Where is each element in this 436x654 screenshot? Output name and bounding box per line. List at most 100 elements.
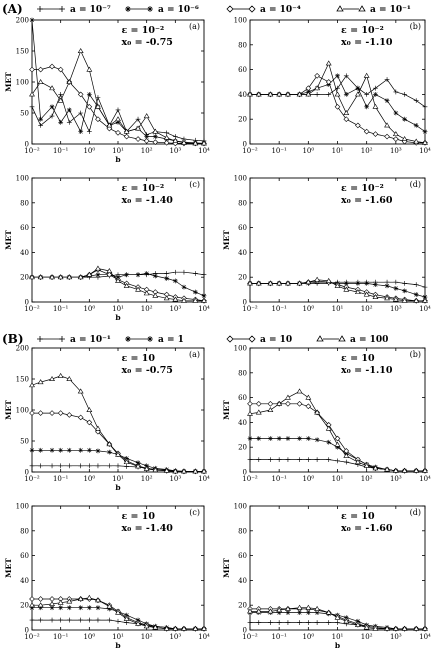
x-tick-label: 10⁻¹ (53, 633, 69, 641)
legend-b-item-4: a = 100 (350, 335, 388, 345)
x-tick-label: 10⁻¹ (53, 305, 69, 313)
x-tick-label: 10² (361, 633, 373, 641)
y-tick-label: 100 (16, 503, 29, 511)
y-tick-label: 60 (238, 394, 247, 402)
data-point-plus (297, 457, 302, 462)
y-tick-label: 40 (238, 91, 247, 99)
y-tick-label: 100 (16, 407, 29, 415)
x-tick-label: 10³ (169, 633, 181, 641)
data-point-triangle (77, 596, 84, 601)
data-point-star (305, 436, 311, 441)
x-tick-label: 10⁻¹ (53, 147, 69, 155)
y-tick-label: 60 (238, 224, 247, 232)
data-point-triangle (296, 388, 303, 394)
y-tick-label: 200 (16, 345, 29, 353)
data-point-plus (38, 463, 44, 469)
y-tick-label: 50 (20, 110, 29, 118)
data-point-diamond (384, 133, 390, 140)
data-point-plus (326, 92, 332, 97)
data-point-triangle (37, 79, 44, 84)
data-point-diamond (123, 133, 130, 140)
data-point-plus (326, 457, 332, 462)
data-point-triangle (37, 602, 44, 608)
data-point-star (335, 444, 340, 450)
x-axis-label: b (115, 483, 120, 492)
x-tick-label: 10² (141, 475, 153, 483)
x-tick-label: 10⁰ (83, 147, 95, 155)
data-point-star (66, 605, 72, 611)
y-tick-label: 0 (243, 299, 247, 307)
data-point-triangle (363, 624, 370, 630)
data-point-star (285, 436, 291, 441)
data-point-diamond (115, 130, 121, 136)
data-point-triangle (66, 598, 73, 604)
data-point-star (38, 116, 44, 122)
y-tick-label: 20 (238, 602, 247, 610)
data-point-star (276, 610, 282, 616)
series-triangle (29, 48, 207, 146)
annotation-epsilon: ε = 10 (121, 353, 155, 364)
data-point-triangle (57, 274, 64, 280)
data-point-plus (267, 457, 273, 462)
data-point-triangle (384, 122, 390, 128)
data-point-triangle (77, 274, 84, 280)
data-point-plus (247, 620, 253, 625)
data-point-star (413, 292, 419, 297)
data-point-triangle (372, 294, 379, 300)
data-point-triangle (106, 603, 113, 609)
data-point-star (373, 92, 378, 97)
y-tick-label: 0 (25, 627, 29, 635)
data-point-plus (373, 85, 378, 91)
y-axis-label: MET (4, 230, 13, 250)
data-point-star (152, 273, 158, 279)
legend-a-item-1: a = 10⁻⁷ (70, 5, 111, 15)
annotation-x0: x₀ = -1.60 (341, 195, 393, 206)
data-point-triangle (201, 140, 207, 146)
data-point-plus (95, 463, 101, 469)
legend-a-marker-plus (37, 6, 65, 12)
data-point-star (314, 437, 320, 443)
series-triangle (29, 265, 207, 303)
data-point-plus (135, 116, 141, 122)
legend-b-marker-plus (37, 336, 65, 342)
data-point-star (78, 447, 84, 453)
data-point-star (78, 605, 84, 611)
data-point-triangle (66, 376, 73, 381)
data-point-plus (29, 463, 35, 469)
data-point-triangle (57, 372, 64, 378)
data-point-plus (297, 620, 302, 625)
data-point-triangle (372, 103, 379, 109)
data-point-star (95, 448, 101, 454)
data-point-triangle (343, 110, 350, 115)
data-point-star (78, 129, 84, 134)
annotation-epsilon: ε = 10 (121, 511, 155, 522)
data-point-triangle (267, 608, 274, 614)
data-point-star (297, 436, 302, 441)
data-point-triangle (363, 462, 370, 468)
y-tick-label: 100 (234, 175, 247, 183)
data-point-diamond (355, 122, 361, 129)
data-point-triangle (192, 625, 199, 631)
legend-b-marker-star (125, 336, 153, 342)
y-tick-label: 60 (238, 552, 247, 560)
data-point-diamond (163, 139, 170, 146)
data-point-triangle (267, 280, 274, 286)
data-point-triangle (401, 625, 408, 631)
data-point-plus (29, 104, 35, 110)
y-tick-label: 0 (25, 469, 29, 477)
data-point-triangle (325, 425, 332, 431)
data-point-triangle (354, 91, 361, 97)
annotation-epsilon: ε = 10⁻² (341, 183, 384, 194)
series-triangle (247, 276, 428, 303)
data-point-star (256, 436, 262, 441)
data-point-triangle (325, 60, 332, 66)
x-axis-label: b (115, 313, 120, 322)
x-tick-label: 10⁻¹ (271, 305, 287, 313)
data-point-plus (95, 95, 101, 100)
data-point-triangle (325, 277, 332, 283)
data-point-triangle (95, 597, 101, 603)
data-point-triangle (143, 623, 150, 629)
data-point-plus (314, 92, 320, 97)
data-point-star (364, 104, 370, 110)
